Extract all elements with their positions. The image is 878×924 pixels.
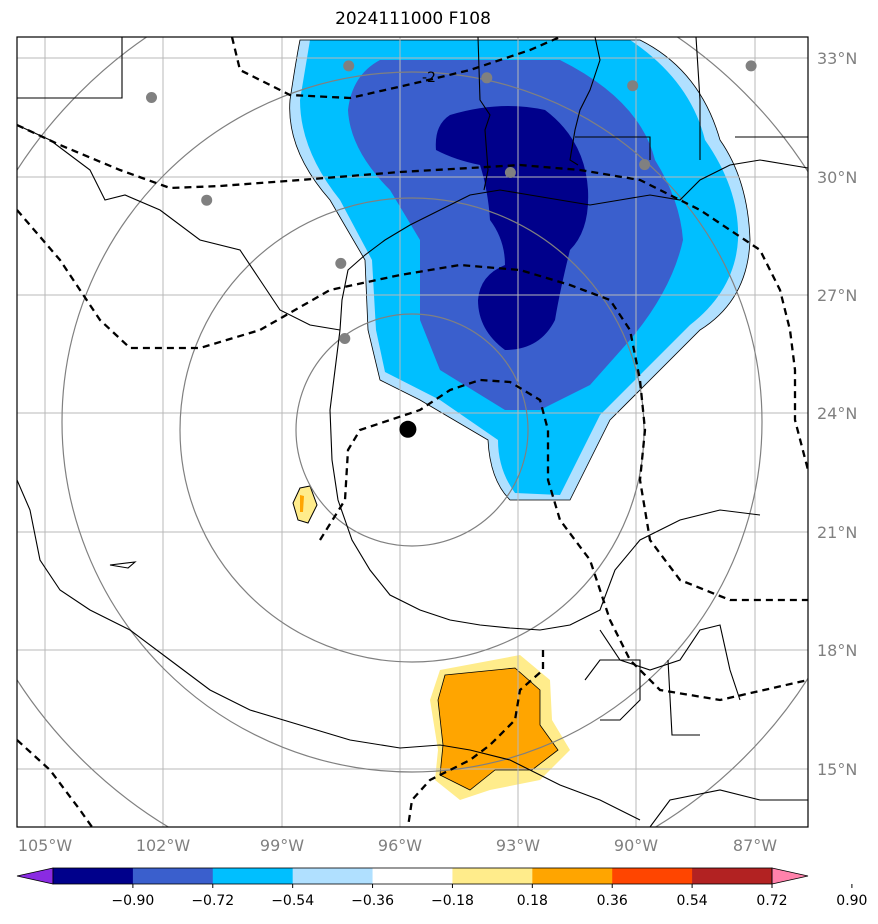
colorbar-frame bbox=[52, 867, 773, 885]
station-marker bbox=[343, 60, 355, 72]
station-marker bbox=[627, 80, 639, 92]
lon-label: 102°W bbox=[136, 836, 191, 855]
belize-border bbox=[667, 659, 700, 736]
colorbar: −0.90 −0.72 −0.54 −0.36 −0.18 0.18 0.36 0.54 0.7… bbox=[16, 867, 867, 909]
colorbar-extend-high bbox=[771, 867, 809, 885]
alabama-border bbox=[575, 136, 651, 160]
lat-label: 15°N bbox=[817, 760, 857, 779]
colorbar-tick-label: −0.36 bbox=[351, 893, 394, 909]
mississippi-border bbox=[569, 37, 601, 166]
anomaly-outline-negative bbox=[289, 39, 751, 501]
colorbar-tick-label: 0.90 bbox=[836, 893, 867, 909]
station-marker bbox=[339, 333, 351, 344]
latitude-labels: 33°N 30°N 27°N 24°N 21°N 18°N 15°N bbox=[817, 49, 857, 779]
colorbar-bin bbox=[532, 868, 613, 884]
station-markers bbox=[146, 60, 757, 344]
lon-label: 99°W bbox=[260, 836, 304, 855]
colorbar-tick-label: −0.72 bbox=[191, 893, 234, 909]
map-plot-area bbox=[17, 37, 808, 827]
anomaly-level-small-orange bbox=[300, 495, 304, 512]
station-marker bbox=[639, 159, 651, 171]
gulf-coast-mexico bbox=[329, 329, 761, 631]
contour-label: -2 bbox=[422, 70, 436, 86]
lat-label: 33°N bbox=[817, 49, 857, 68]
map-frame bbox=[16, 36, 809, 828]
longitude-labels: 105°W 102°W 99°W 96°W 93°W 90°W 87°W bbox=[18, 836, 777, 855]
lat-label: 18°N bbox=[817, 641, 857, 660]
lon-label: 96°W bbox=[378, 836, 422, 855]
rio-grande-border bbox=[17, 124, 341, 331]
yucatan-coast bbox=[599, 624, 741, 701]
colorbar-extend-low bbox=[16, 867, 54, 885]
colorbar-bin bbox=[372, 868, 453, 884]
southeast-coast bbox=[649, 789, 808, 827]
state-border-north bbox=[17, 37, 123, 99]
lon-label: 93°W bbox=[496, 836, 540, 855]
anomaly-outline-positive bbox=[437, 667, 559, 791]
colorbar-tick-label: 0.72 bbox=[756, 893, 787, 909]
station-marker bbox=[745, 60, 757, 72]
map-title: 2024111000 F108 bbox=[335, 9, 491, 29]
colorbar-bin bbox=[692, 868, 773, 884]
lon-label: 90°W bbox=[614, 836, 658, 855]
colorbar-bin bbox=[212, 868, 294, 884]
station-marker bbox=[146, 92, 157, 103]
lat-label: 27°N bbox=[817, 286, 857, 305]
lat-label: 21°N bbox=[817, 523, 857, 542]
station-marker bbox=[504, 167, 516, 178]
station-marker bbox=[335, 257, 347, 269]
guatemala-border bbox=[584, 659, 641, 721]
dashed-contours bbox=[17, 37, 808, 827]
colorbar-tick-label: 0.54 bbox=[677, 893, 708, 909]
colorbar-bin bbox=[292, 868, 374, 884]
louisiana-border bbox=[477, 37, 491, 191]
storm-center-marker bbox=[399, 420, 417, 438]
colorbar-bin bbox=[612, 868, 693, 884]
colorbar-tick-label: 0.36 bbox=[597, 893, 628, 909]
florida-border bbox=[695, 37, 701, 160]
colorbar-bin bbox=[53, 868, 134, 884]
coastlines-borders bbox=[17, 37, 808, 827]
colorbar-tick-label: −0.18 bbox=[431, 893, 474, 909]
lat-label: 30°N bbox=[817, 168, 857, 187]
station-marker bbox=[481, 72, 493, 84]
colorbar-bin bbox=[452, 868, 533, 884]
colorbar-tick-label: −0.54 bbox=[271, 893, 314, 909]
lat-label: 24°N bbox=[817, 404, 857, 423]
station-marker bbox=[201, 194, 213, 206]
colorbar-bin bbox=[132, 868, 214, 884]
lon-label: 105°W bbox=[18, 836, 73, 855]
colorbar-tick-label: 0.18 bbox=[517, 893, 548, 909]
gridlines bbox=[17, 37, 808, 827]
gulf-coast-texas bbox=[339, 159, 808, 331]
negative-anomaly-fill bbox=[289, 40, 750, 500]
colorbar-tick-label: −0.90 bbox=[111, 893, 154, 909]
pacific-coast-mexico bbox=[17, 479, 641, 821]
baja-coast bbox=[109, 561, 137, 569]
anomaly-level-orange bbox=[438, 668, 558, 790]
lon-label: 87°W bbox=[733, 836, 777, 855]
